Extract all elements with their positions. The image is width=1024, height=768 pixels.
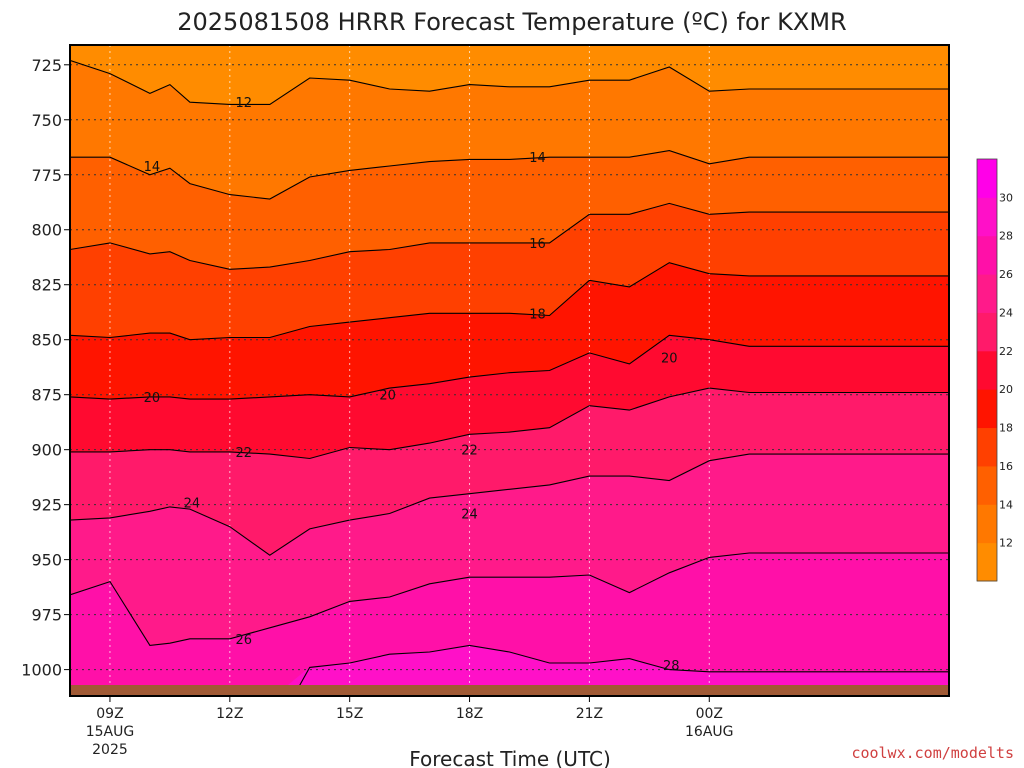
contour-line-26 xyxy=(70,552,949,646)
y-tick-label: 800 xyxy=(31,221,62,240)
credit-text: coolwx.com/modelts xyxy=(851,744,1014,762)
colorbar-tick-label: 28 xyxy=(999,230,1013,243)
x-tick-label: 16AUG xyxy=(685,724,734,740)
colorbar-segment xyxy=(977,427,997,467)
colorbar-segment xyxy=(977,159,997,198)
colorbar-tick-label: 16 xyxy=(999,460,1013,473)
contour-label: 24 xyxy=(184,496,201,511)
y-tick-label: 750 xyxy=(31,111,62,130)
y-tick-label: 1000 xyxy=(21,661,62,680)
colorbar-tick-label: 14 xyxy=(999,498,1013,511)
contour-label: 20 xyxy=(661,351,678,366)
y-tick-label: 775 xyxy=(31,166,62,185)
colorbar-tick-label: 12 xyxy=(999,537,1013,550)
colorbar-segment xyxy=(977,350,997,390)
x-tick-label: 15Z xyxy=(336,706,363,722)
contour-label: 26 xyxy=(236,633,253,648)
contour-label: 20 xyxy=(379,389,396,404)
x-tick-label: 2025 xyxy=(92,742,128,758)
contour-label: 22 xyxy=(236,446,253,461)
y-tick-label: 950 xyxy=(31,551,62,570)
colorbar-segment xyxy=(977,465,997,505)
colorbar-segment xyxy=(977,274,997,313)
x-tick-label: 21Z xyxy=(576,706,603,722)
contour-line-16 xyxy=(70,202,949,270)
colorbar-segment xyxy=(977,197,997,237)
contour-label: 16 xyxy=(529,237,546,252)
contour-line-14 xyxy=(70,150,949,200)
y-tick-label: 850 xyxy=(31,331,62,350)
x-tick-label: 00Z xyxy=(696,706,723,722)
x-tick-label: 09Z xyxy=(96,706,123,722)
colorbar-segment xyxy=(977,235,997,275)
x-tick-label: 18Z xyxy=(456,706,483,722)
y-tick-label: 825 xyxy=(31,276,62,295)
contour-line-18 xyxy=(70,262,949,341)
contour-label: 20 xyxy=(144,391,161,406)
colorbar-tick-label: 20 xyxy=(999,383,1013,396)
colorbar-tick-label: 26 xyxy=(999,268,1013,281)
contour-label: 18 xyxy=(529,307,546,322)
contour-label: 22 xyxy=(461,444,478,459)
ground-surface xyxy=(70,685,949,696)
colorbar-tick-label: 30 xyxy=(999,191,1013,204)
contour-line-22 xyxy=(70,387,949,460)
x-tick-label: 12Z xyxy=(216,706,243,722)
y-tick-label: 875 xyxy=(31,386,62,405)
colorbar-frame xyxy=(976,158,998,582)
x-axis-label: Forecast Time (UTC) xyxy=(409,747,611,768)
colorbar-segment xyxy=(977,504,997,544)
plot-frame xyxy=(69,44,950,697)
y-tick-label: 725 xyxy=(31,56,62,75)
colorbar-segment xyxy=(977,312,997,352)
contour-label: 12 xyxy=(236,96,253,111)
colorbar-tick-label: 24 xyxy=(999,306,1013,319)
colorbar-tick-label: 18 xyxy=(999,422,1013,435)
colorbar-segment xyxy=(977,542,997,582)
colorbar-segment xyxy=(977,389,997,429)
colorbar-tick-label: 22 xyxy=(999,345,1013,358)
y-tick-label: 925 xyxy=(31,496,62,515)
contour-line-24 xyxy=(70,453,949,556)
y-tick-label: 975 xyxy=(31,606,62,625)
contour-line-28 xyxy=(293,644,949,696)
chart-title: 2025081508 HRRR Forecast Temperature (ºC… xyxy=(177,8,846,36)
y-tick-label: 900 xyxy=(31,441,62,460)
x-tick-label: 15AUG xyxy=(86,724,135,740)
contour-label: 14 xyxy=(529,151,546,166)
contour-line-20 xyxy=(70,334,949,400)
contour-label: 14 xyxy=(144,160,161,175)
contour-label: 28 xyxy=(663,659,680,674)
contour-label: 24 xyxy=(461,507,478,522)
contour-line-12 xyxy=(70,59,949,105)
